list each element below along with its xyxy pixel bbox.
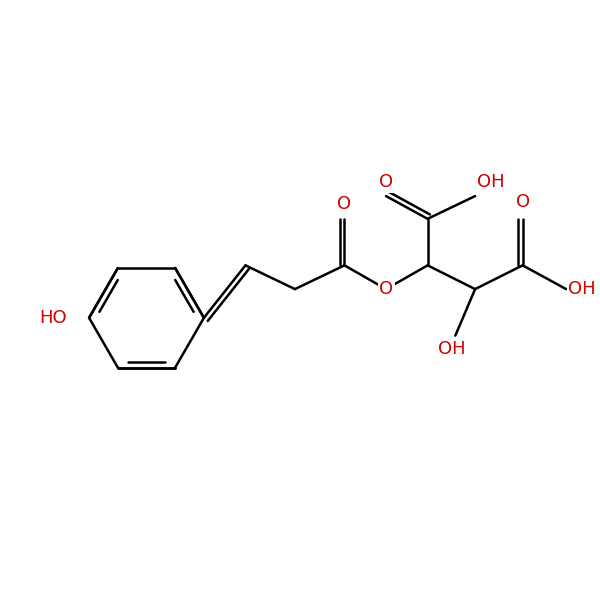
Text: OH: OH bbox=[477, 173, 505, 191]
Text: O: O bbox=[379, 280, 393, 298]
Text: O: O bbox=[337, 195, 352, 213]
Text: OH: OH bbox=[437, 340, 465, 358]
Text: OH: OH bbox=[568, 280, 596, 298]
Text: HO: HO bbox=[40, 309, 67, 327]
Text: O: O bbox=[379, 173, 393, 191]
Text: O: O bbox=[515, 193, 530, 211]
